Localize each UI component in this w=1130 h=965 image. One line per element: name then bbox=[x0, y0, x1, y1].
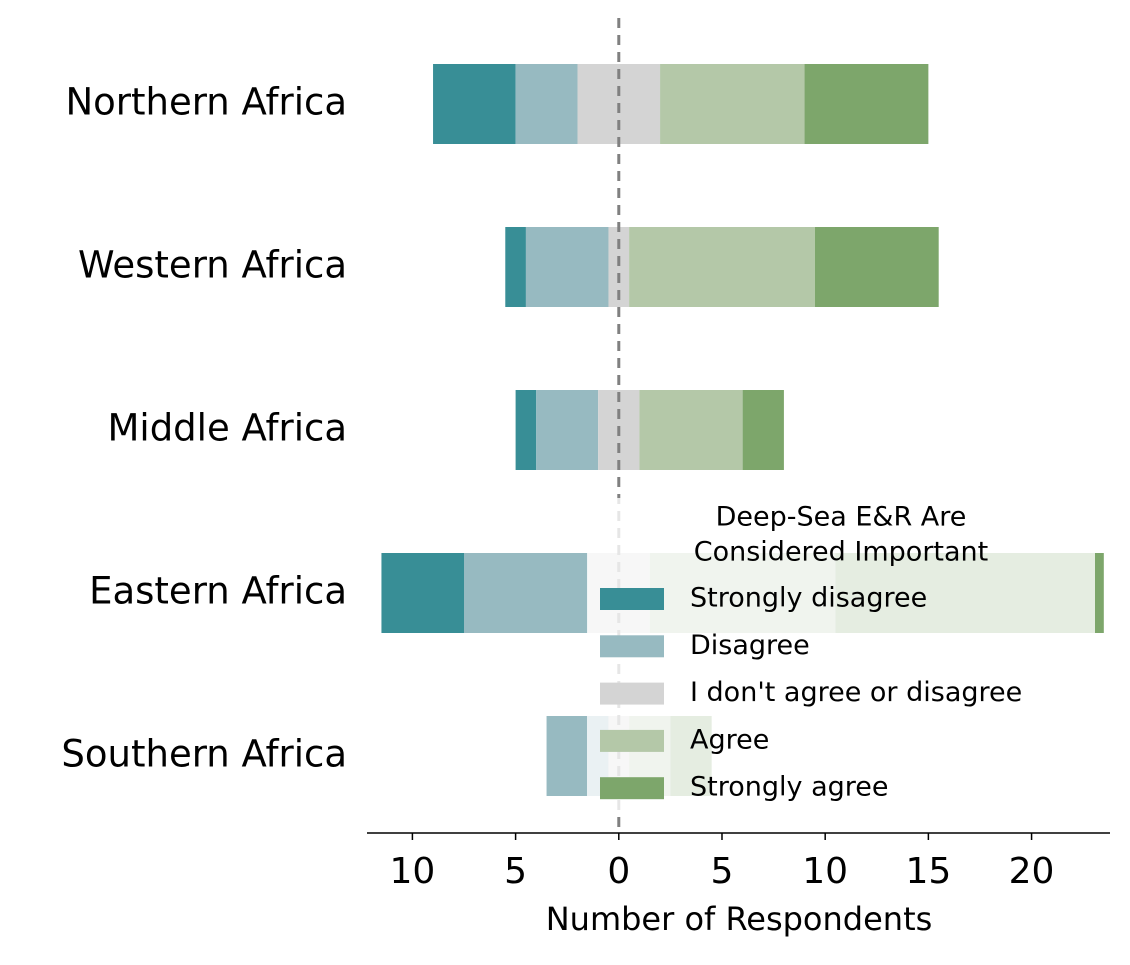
x-tick-label: 0 bbox=[607, 851, 630, 892]
y-tick-label: Eastern Africa bbox=[89, 570, 347, 613]
legend-frame bbox=[587, 498, 1095, 812]
legend-swatch bbox=[600, 729, 664, 752]
legend-title: Considered Important bbox=[694, 537, 989, 568]
legend: Deep-Sea E&R Are Considered Important Stro… bbox=[587, 498, 1095, 812]
y-tick-label: Southern Africa bbox=[61, 733, 347, 776]
bar-segment bbox=[433, 64, 516, 144]
bar-segment bbox=[381, 553, 465, 633]
y-tick-label: Western Africa bbox=[78, 244, 347, 287]
bar-segment bbox=[742, 390, 784, 470]
x-tick-label: 20 bbox=[1009, 851, 1055, 892]
legend-title: Deep-Sea E&R Are bbox=[716, 502, 967, 533]
bar-segment bbox=[639, 390, 743, 470]
bar-segment bbox=[629, 227, 815, 307]
bar-segment bbox=[536, 390, 599, 470]
legend-swatch bbox=[600, 635, 664, 658]
legend-swatch bbox=[600, 777, 664, 800]
bar-segment bbox=[608, 227, 630, 307]
legend-label: Strongly disagree bbox=[690, 583, 927, 614]
bar-segment bbox=[464, 553, 588, 633]
bar-segment bbox=[814, 227, 939, 307]
legend-label: Strongly agree bbox=[690, 772, 888, 803]
bar-segment bbox=[515, 390, 537, 470]
x-tick-label: 5 bbox=[711, 851, 734, 892]
bar-segment bbox=[525, 227, 609, 307]
y-tick-label: Northern Africa bbox=[65, 81, 347, 124]
x-axis-label: Number of Respondents bbox=[546, 900, 933, 938]
legend-label: I don't agree or disagree bbox=[690, 677, 1022, 708]
legend-swatch bbox=[600, 682, 664, 705]
x-tick-label: 10 bbox=[389, 851, 435, 892]
bar-segment bbox=[804, 64, 929, 144]
x-tick-label: 10 bbox=[802, 851, 848, 892]
bar-segment bbox=[660, 64, 805, 144]
legend-swatch bbox=[600, 588, 664, 610]
bar-segment bbox=[505, 227, 526, 307]
y-tick-label: Middle Africa bbox=[107, 407, 347, 450]
bar-segment bbox=[515, 64, 578, 144]
x-tick-label: 15 bbox=[905, 851, 951, 892]
x-tick-label: 5 bbox=[504, 851, 527, 892]
legend-label: Agree bbox=[690, 724, 769, 755]
legend-label: Disagree bbox=[690, 630, 810, 661]
